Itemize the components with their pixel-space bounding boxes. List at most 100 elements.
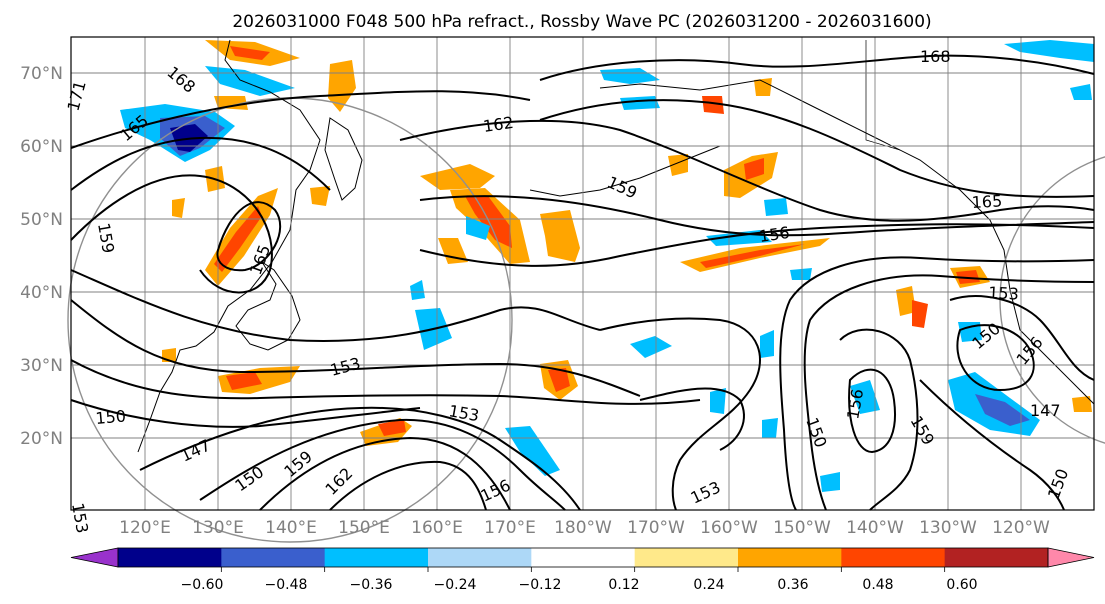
contour-line bbox=[539, 99, 1095, 198]
shade-patch bbox=[820, 472, 840, 492]
colorbar-tick-label: 0.48 bbox=[862, 577, 893, 593]
shade-patch bbox=[1070, 84, 1092, 100]
lon-label: 120°E bbox=[119, 518, 171, 538]
contour-line bbox=[956, 324, 1035, 392]
lon-label: 160°E bbox=[411, 518, 463, 538]
shade-patch bbox=[754, 78, 772, 96]
shade-patch bbox=[172, 198, 185, 218]
contour-line bbox=[399, 119, 1095, 222]
contour-label: 147 bbox=[1030, 401, 1061, 420]
contour-line bbox=[949, 295, 1095, 381]
colorbar-cell bbox=[221, 548, 326, 567]
shade-patch bbox=[420, 164, 495, 190]
shade-patch bbox=[600, 68, 660, 84]
shade-patch bbox=[466, 216, 490, 240]
shade-patch bbox=[744, 158, 764, 180]
colorbar-tick-label: −0.12 bbox=[519, 577, 562, 593]
lon-label: 130°E bbox=[192, 518, 244, 538]
shade-patch bbox=[410, 280, 425, 300]
contour-line bbox=[419, 223, 1095, 267]
shade-patch bbox=[896, 286, 916, 316]
shade-patch bbox=[762, 418, 778, 438]
colorbar-cell bbox=[634, 548, 739, 567]
contour-line bbox=[419, 195, 1095, 237]
lon-label: 130°W bbox=[919, 518, 977, 538]
coastline-kamchatka bbox=[324, 117, 363, 201]
contour-label: 162 bbox=[482, 113, 515, 136]
lon-label: 160°W bbox=[700, 518, 758, 538]
shade-patch bbox=[790, 268, 812, 280]
shade-patch bbox=[1004, 40, 1094, 62]
colorbar-frame bbox=[117, 547, 1049, 568]
colorbar-ticks bbox=[220, 567, 946, 572]
colorbar-cell bbox=[428, 548, 532, 567]
coastline-alaska bbox=[599, 79, 1095, 405]
contour-label: 156 bbox=[758, 223, 791, 246]
contour-line bbox=[639, 387, 745, 451]
colorbar-cell bbox=[944, 548, 1049, 567]
shade-patch bbox=[230, 46, 270, 60]
colorbar-cell bbox=[324, 548, 429, 567]
shade-patch bbox=[438, 238, 468, 264]
latitude-labels: 70°N 60°N 50°N 40°N 30°N 20°N bbox=[20, 64, 63, 449]
contour-line bbox=[70, 90, 531, 149]
contour-line bbox=[803, 274, 1095, 511]
lon-label: 150°W bbox=[773, 518, 831, 538]
map-background bbox=[71, 37, 1094, 510]
shade-patch bbox=[214, 96, 248, 110]
figure-title: 2026031000 F048 500 hPa refract., Rossby… bbox=[232, 12, 931, 32]
contour-line bbox=[70, 136, 331, 191]
shade-patch bbox=[760, 330, 774, 358]
map-frame bbox=[70, 36, 1095, 511]
colorbar-cell bbox=[841, 548, 946, 567]
colorbar-cell bbox=[118, 548, 222, 567]
colorbar-cell bbox=[531, 548, 636, 567]
shade-patch bbox=[1072, 396, 1092, 412]
lat-label: 30°N bbox=[20, 356, 63, 376]
colorbar-extension-min bbox=[70, 547, 119, 568]
longitude-labels: 120°E 130°E 140°E 150°E 160°E 170°E 180°… bbox=[119, 518, 1050, 538]
shade-patch bbox=[850, 380, 880, 414]
contour-line bbox=[199, 418, 566, 511]
lon-label: 170°W bbox=[627, 518, 685, 538]
lon-label: 120°W bbox=[992, 518, 1050, 538]
contour-line bbox=[259, 436, 511, 511]
shade-patch bbox=[702, 96, 724, 114]
contour-label: 168 bbox=[920, 47, 951, 66]
shade-patch bbox=[548, 368, 570, 392]
contour-line bbox=[848, 368, 896, 454]
colorbar-cells bbox=[70, 547, 1095, 568]
shade-patch bbox=[378, 420, 406, 436]
coastline-aleutians bbox=[529, 145, 721, 197]
shade-patch bbox=[310, 186, 330, 206]
shade-patch bbox=[975, 394, 1030, 426]
colorbar-tick-label: 0.60 bbox=[946, 577, 977, 593]
shade-patch bbox=[214, 206, 262, 272]
contour-label: 153 bbox=[68, 501, 92, 534]
shade-patch bbox=[764, 198, 788, 216]
colorbar-tick-label: 0.24 bbox=[693, 577, 724, 593]
colorbar-tick-label: 0.12 bbox=[608, 577, 639, 593]
lon-label: 140°E bbox=[265, 518, 317, 538]
lat-label: 70°N bbox=[20, 64, 63, 84]
colorbar-cell bbox=[738, 548, 842, 567]
contour-line bbox=[599, 317, 761, 511]
shade-patch bbox=[540, 210, 580, 262]
shade-patch bbox=[630, 336, 672, 358]
shade-patch bbox=[956, 270, 980, 284]
contour-label: 165 bbox=[971, 191, 1002, 212]
contour-line bbox=[139, 406, 581, 511]
lat-label: 20°N bbox=[20, 429, 63, 449]
shade-patch bbox=[668, 154, 688, 176]
lon-label: 180°W bbox=[554, 518, 612, 538]
shade-patch bbox=[620, 96, 660, 110]
contour-line bbox=[539, 54, 1095, 81]
map-panel: 168 165 171 162 159 159 165 156 165 153 … bbox=[64, 36, 1105, 543]
colorbar-extension-max bbox=[1047, 547, 1095, 568]
shade-patch bbox=[505, 426, 560, 476]
shade-patch bbox=[700, 244, 805, 268]
lat-label: 50°N bbox=[20, 210, 63, 230]
contour-line bbox=[919, 379, 1065, 511]
contour-line bbox=[839, 328, 919, 511]
contour-line bbox=[70, 299, 641, 397]
